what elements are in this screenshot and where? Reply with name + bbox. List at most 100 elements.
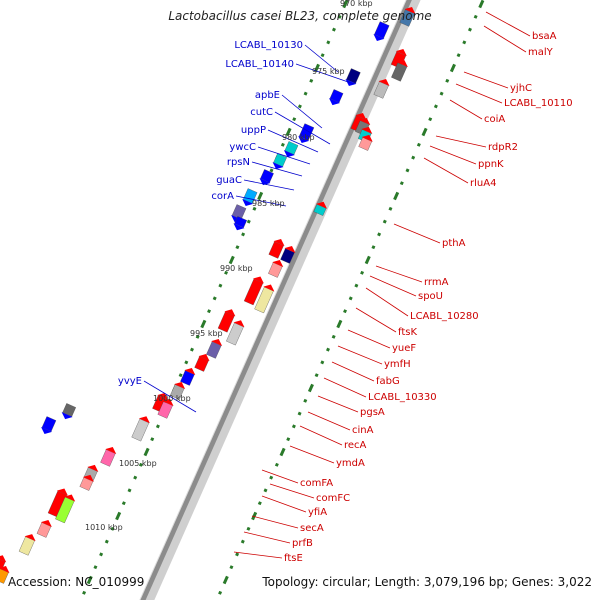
gene-block[interactable] — [0, 564, 11, 584]
tick-mark — [155, 424, 160, 429]
reverse-arrow — [0, 565, 10, 573]
gene-block[interactable] — [243, 274, 266, 306]
gene-block[interactable] — [39, 416, 57, 436]
gene-label-forward[interactable]: guaC — [216, 175, 242, 186]
gene-label-reverse[interactable]: bsaA — [532, 31, 557, 42]
gene-label-reverse[interactable]: comFC — [316, 493, 350, 504]
gene-block[interactable] — [390, 58, 409, 82]
tick-mark — [411, 155, 416, 160]
gene-label-reverse[interactable]: LCABL_10280 — [410, 311, 479, 322]
tick-track — [82, 0, 485, 595]
gene-block[interactable] — [54, 492, 77, 524]
gene-label-reverse[interactable]: malY — [528, 47, 554, 58]
gene-block[interactable] — [131, 414, 152, 442]
gene-block[interactable] — [157, 397, 176, 419]
gene-label-reverse[interactable]: yueF — [392, 343, 416, 354]
gene-block[interactable] — [152, 391, 171, 413]
tick-mark — [274, 462, 279, 467]
gene-block[interactable] — [60, 403, 77, 422]
gene-label-reverse[interactable]: ftsK — [398, 327, 417, 338]
gene-label-reverse[interactable]: rrmA — [424, 277, 449, 288]
gene-block[interactable] — [179, 366, 197, 386]
gene-block[interactable] — [343, 68, 361, 88]
tick-mark — [399, 181, 404, 186]
leader-line — [429, 145, 477, 165]
gene-label-reverse[interactable]: pgsA — [360, 407, 385, 418]
gene-block[interactable] — [217, 307, 237, 333]
gene-block[interactable] — [254, 282, 277, 314]
gene-label-reverse[interactable]: recA — [344, 440, 367, 451]
gene-block[interactable] — [225, 318, 246, 346]
gene-label-forward[interactable]: corA — [211, 191, 234, 202]
gene-label-reverse[interactable]: rluA4 — [470, 178, 496, 189]
gene-block[interactable] — [268, 237, 287, 259]
gene-label-forward[interactable]: LCABL_10130 — [234, 40, 303, 51]
gene-label-reverse[interactable]: coiA — [484, 114, 505, 125]
gene-block[interactable] — [36, 518, 54, 538]
gene-label-forward[interactable]: LCABL_10140 — [225, 59, 294, 70]
tick-mark — [246, 526, 251, 531]
tick-mark — [360, 270, 365, 275]
gene-block[interactable] — [282, 141, 299, 160]
gene-label-reverse[interactable]: cinA — [352, 425, 374, 436]
gene-block[interactable] — [327, 89, 344, 108]
gene-label-reverse[interactable]: ftsE — [284, 553, 303, 564]
gene-label-forward[interactable]: uppP — [241, 125, 266, 136]
reverse-arrow — [316, 201, 328, 209]
gene-label-reverse[interactable]: yfiA — [308, 507, 327, 518]
gene-block[interactable] — [371, 21, 390, 43]
leader-line — [347, 329, 391, 349]
tick-mark — [279, 447, 286, 457]
gene-label-reverse[interactable]: secA — [300, 523, 324, 534]
tick-mark — [269, 168, 274, 173]
reverse-arrow — [404, 7, 416, 15]
gene-label-reverse[interactable]: ppnK — [478, 159, 504, 170]
gene-block[interactable] — [280, 244, 298, 264]
gene-label-reverse[interactable]: LCABL_10110 — [504, 98, 573, 109]
gene-block[interactable] — [18, 532, 37, 556]
gene-label-forward[interactable]: ywcC — [229, 142, 256, 153]
gene-label-reverse[interactable]: prfB — [292, 538, 313, 549]
gene-block[interactable] — [194, 352, 212, 372]
gene-label-forward[interactable]: yvyE — [118, 376, 142, 387]
leader-line — [299, 425, 343, 446]
gene-label-reverse[interactable]: comFA — [300, 478, 333, 489]
tick-mark — [473, 14, 478, 19]
gene-block[interactable] — [399, 5, 418, 27]
gene-block[interactable] — [231, 216, 247, 233]
gene-label-forward[interactable]: apbE — [255, 90, 280, 101]
gene-block[interactable] — [373, 77, 392, 99]
leader-line — [369, 275, 417, 297]
forward-arrow — [41, 427, 53, 435]
gene-label-reverse[interactable]: spoU — [418, 291, 443, 302]
tick-mark — [285, 127, 292, 137]
gene-block[interactable] — [100, 445, 119, 467]
gene-label-reverse[interactable]: pthA — [442, 238, 466, 249]
leader-line — [365, 287, 409, 317]
reverse-arrow — [272, 259, 284, 267]
forward-gene-labels: LCABL_10130 LCABL_10140 apbE cutC uppP ywcC rp… — [118, 40, 303, 387]
leader-line — [235, 195, 287, 207]
gene-block[interactable] — [267, 258, 285, 278]
gene-label-forward[interactable]: cutC — [250, 107, 273, 118]
gene-block[interactable] — [358, 132, 375, 151]
leader-line — [274, 111, 331, 145]
gene-label-reverse[interactable]: LCABL_10330 — [368, 392, 437, 403]
gene-block[interactable] — [169, 380, 187, 400]
gene-block[interactable] — [79, 472, 96, 491]
gene-block[interactable] — [313, 199, 329, 216]
leader-line — [143, 380, 197, 413]
gene-label-reverse[interactable]: ymdA — [336, 458, 365, 469]
leader-line — [281, 94, 323, 129]
gene-label-reverse[interactable]: ymfH — [384, 359, 411, 370]
gene-label-forward[interactable]: rpsN — [227, 157, 250, 168]
tick-mark — [428, 117, 433, 122]
reverse-arrow — [395, 49, 407, 57]
gene-label-reverse[interactable]: fabG — [376, 376, 400, 387]
gene-label-reverse[interactable]: rdpR2 — [488, 142, 518, 153]
gene-block[interactable] — [271, 153, 288, 172]
gene-block[interactable] — [296, 123, 315, 145]
gene-block[interactable] — [205, 337, 224, 359]
gene-label-reverse[interactable]: yjhC — [510, 83, 532, 94]
